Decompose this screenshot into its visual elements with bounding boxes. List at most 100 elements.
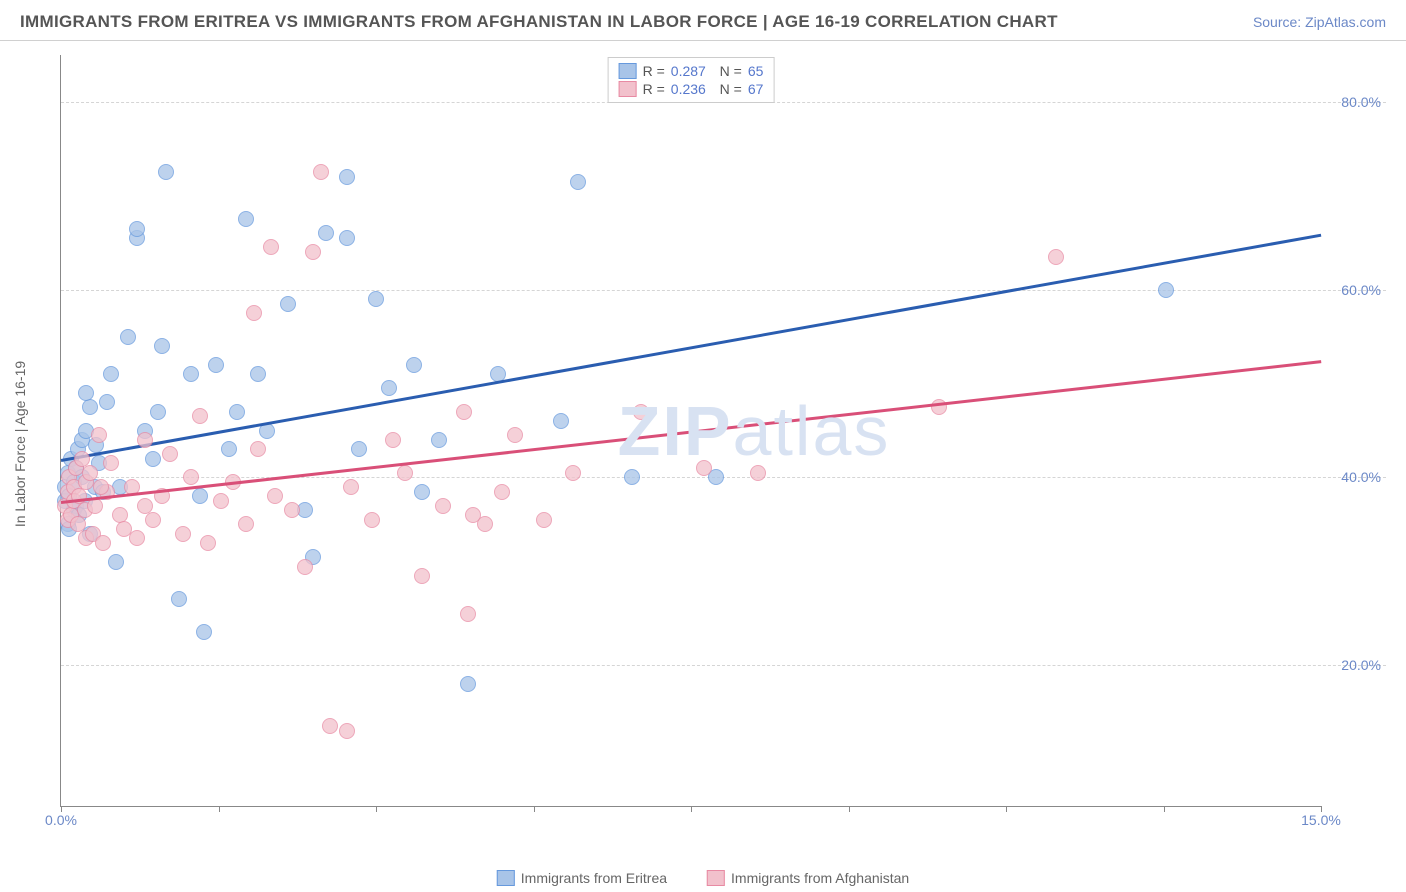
legend-swatch-eritrea: [497, 870, 515, 886]
chart-title: IMMIGRANTS FROM ERITREA VS IMMIGRANTS FR…: [20, 12, 1058, 32]
point-eritrea: [238, 211, 254, 227]
point-afghanistan: [364, 512, 380, 528]
header: IMMIGRANTS FROM ERITREA VS IMMIGRANTS FR…: [0, 0, 1406, 41]
point-afghanistan: [91, 427, 107, 443]
point-eritrea: [624, 469, 640, 485]
point-afghanistan: [385, 432, 401, 448]
point-afghanistan: [183, 469, 199, 485]
y-tick-label: 20.0%: [1341, 657, 1381, 673]
point-eritrea: [129, 221, 145, 237]
x-tick-label: 15.0%: [1301, 812, 1341, 828]
point-afghanistan: [460, 606, 476, 622]
point-afghanistan: [284, 502, 300, 518]
x-tick: [219, 806, 220, 812]
point-eritrea: [108, 554, 124, 570]
legend-item-eritrea: Immigrants from Eritrea: [497, 870, 667, 886]
x-tick: [849, 806, 850, 812]
point-afghanistan: [565, 465, 581, 481]
x-tick: [691, 806, 692, 812]
point-afghanistan: [397, 465, 413, 481]
chart-container: In Labor Force | Age 16-19 ZIPatlas R =0…: [50, 55, 1386, 832]
point-eritrea: [154, 338, 170, 354]
point-afghanistan: [750, 465, 766, 481]
point-afghanistan: [137, 432, 153, 448]
point-eritrea: [431, 432, 447, 448]
point-afghanistan: [435, 498, 451, 514]
point-eritrea: [183, 366, 199, 382]
point-afghanistan: [477, 516, 493, 532]
x-tick: [534, 806, 535, 812]
gridline: [61, 290, 1386, 291]
point-eritrea: [1158, 282, 1174, 298]
point-eritrea: [280, 296, 296, 312]
plot-area: ZIPatlas R =0.287 N =65 R =0.236 N =67 2…: [60, 55, 1321, 807]
point-eritrea: [120, 329, 136, 345]
point-eritrea: [406, 357, 422, 373]
point-afghanistan: [246, 305, 262, 321]
point-afghanistan: [200, 535, 216, 551]
point-afghanistan: [339, 723, 355, 739]
trendline-afghanistan: [61, 360, 1321, 503]
point-eritrea: [82, 399, 98, 415]
legend-item-afghanistan: Immigrants from Afghanistan: [707, 870, 909, 886]
x-tick-label: 0.0%: [45, 812, 77, 828]
point-eritrea: [171, 591, 187, 607]
point-afghanistan: [633, 404, 649, 420]
point-eritrea: [318, 225, 334, 241]
point-afghanistan: [414, 568, 430, 584]
stats-legend: R =0.287 N =65 R =0.236 N =67: [608, 57, 775, 103]
x-tick: [1164, 806, 1165, 812]
point-afghanistan: [1048, 249, 1064, 265]
point-afghanistan: [322, 718, 338, 734]
point-afghanistan: [313, 164, 329, 180]
x-tick: [376, 806, 377, 812]
y-tick-label: 60.0%: [1341, 282, 1381, 298]
point-eritrea: [250, 366, 266, 382]
point-afghanistan: [82, 465, 98, 481]
point-afghanistan: [192, 408, 208, 424]
point-afghanistan: [162, 446, 178, 462]
point-afghanistan: [103, 455, 119, 471]
point-eritrea: [221, 441, 237, 457]
point-eritrea: [99, 394, 115, 410]
point-afghanistan: [175, 526, 191, 542]
point-eritrea: [570, 174, 586, 190]
point-afghanistan: [93, 479, 109, 495]
point-afghanistan: [95, 535, 111, 551]
point-afghanistan: [343, 479, 359, 495]
point-eritrea: [339, 230, 355, 246]
point-eritrea: [414, 484, 430, 500]
point-afghanistan: [250, 441, 266, 457]
point-afghanistan: [137, 498, 153, 514]
swatch-eritrea: [619, 63, 637, 79]
point-eritrea: [229, 404, 245, 420]
x-tick: [1006, 806, 1007, 812]
stats-row-afghanistan: R =0.236 N =67: [619, 80, 764, 98]
source-label: Source: ZipAtlas.com: [1253, 14, 1386, 30]
point-afghanistan: [213, 493, 229, 509]
point-afghanistan: [263, 239, 279, 255]
series-legend: Immigrants from Eritrea Immigrants from …: [497, 870, 909, 886]
legend-swatch-afghanistan: [707, 870, 725, 886]
point-eritrea: [351, 441, 367, 457]
point-afghanistan: [536, 512, 552, 528]
point-eritrea: [339, 169, 355, 185]
gridline: [61, 665, 1386, 666]
y-tick-label: 40.0%: [1341, 469, 1381, 485]
watermark: ZIPatlas: [618, 391, 891, 471]
point-eritrea: [368, 291, 384, 307]
point-eritrea: [208, 357, 224, 373]
swatch-afghanistan: [619, 81, 637, 97]
point-afghanistan: [297, 559, 313, 575]
point-afghanistan: [696, 460, 712, 476]
point-eritrea: [150, 404, 166, 420]
point-afghanistan: [145, 512, 161, 528]
point-afghanistan: [267, 488, 283, 504]
point-afghanistan: [494, 484, 510, 500]
stats-row-eritrea: R =0.287 N =65: [619, 62, 764, 80]
y-tick-label: 80.0%: [1341, 94, 1381, 110]
point-eritrea: [460, 676, 476, 692]
point-eritrea: [381, 380, 397, 396]
point-afghanistan: [129, 530, 145, 546]
point-afghanistan: [456, 404, 472, 420]
